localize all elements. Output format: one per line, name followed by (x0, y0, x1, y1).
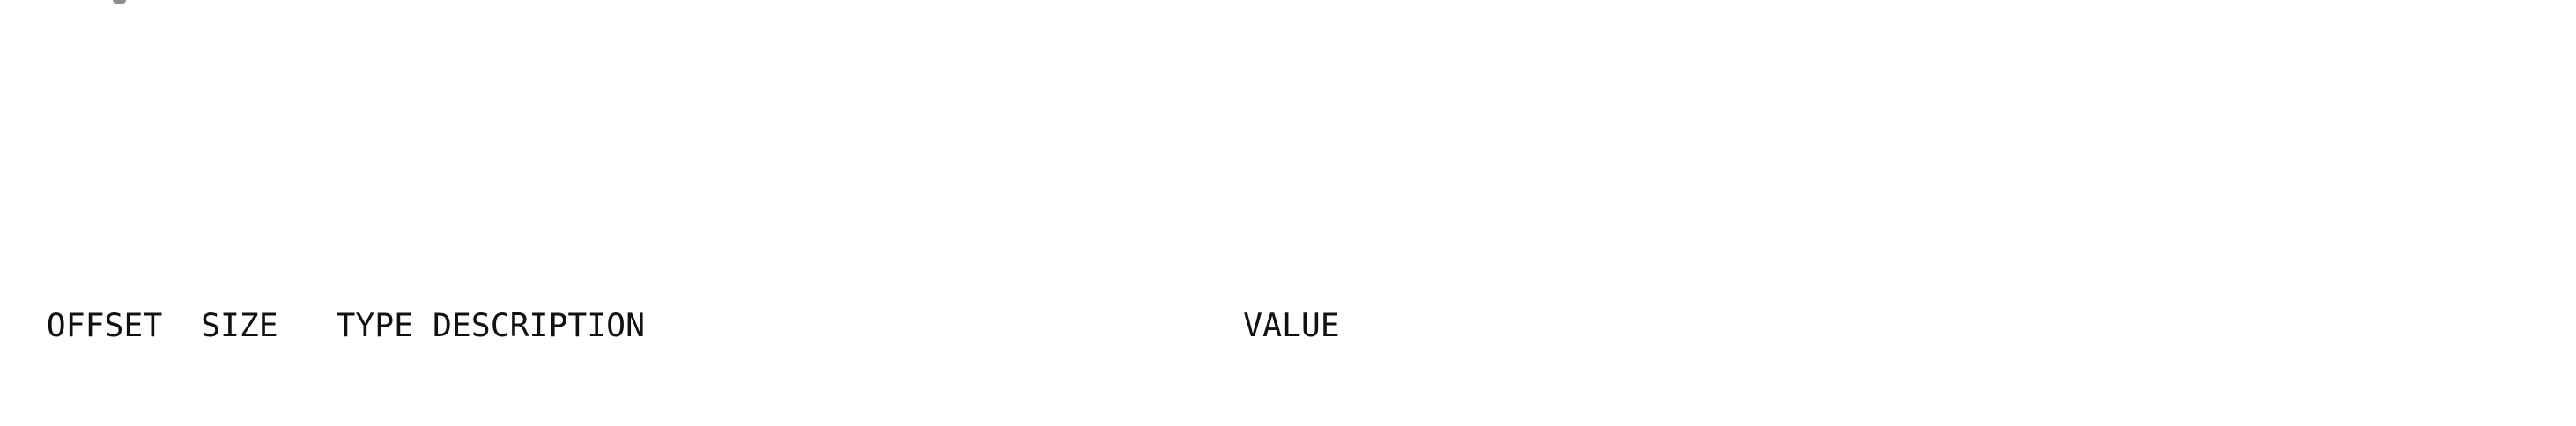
size-column-header: SIZE (201, 306, 278, 344)
layout-table-header: OFFSET SIZE TYPE DESCRIPTION VALUE (8, 301, 2576, 349)
cropped-glyph-artifact (113, 0, 126, 4)
offset-column-header: OFFSET (46, 306, 163, 344)
value-column-header: VALUE (1243, 306, 1340, 344)
type-column-header: TYPE (336, 306, 414, 344)
description-column-header: DESCRIPTION (432, 306, 645, 344)
